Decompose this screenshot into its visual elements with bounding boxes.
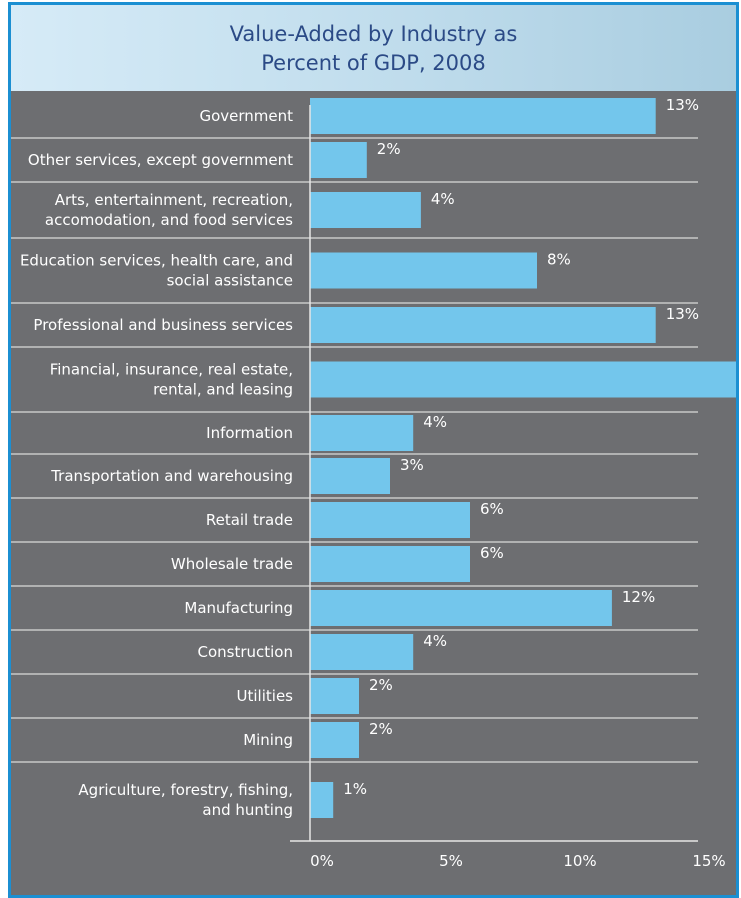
bar: [310, 307, 656, 343]
bar: [310, 458, 390, 494]
bar: [310, 590, 612, 626]
bar: [310, 546, 470, 582]
bar: [310, 98, 656, 134]
category-label: Government: [199, 107, 293, 125]
category-label: Education services, health care, and: [20, 252, 293, 270]
value-label: 4%: [423, 632, 447, 650]
category-label: Arts, entertainment, recreation,: [55, 191, 293, 209]
category-label: Mining: [243, 731, 293, 749]
bar: [310, 192, 421, 228]
value-label: 2%: [369, 676, 393, 694]
category-label: Other services, except government: [28, 151, 293, 169]
category-label: and hunting: [202, 801, 293, 819]
bar: [310, 361, 736, 398]
bar: [310, 252, 537, 289]
category-label: Financial, insurance, real estate,: [50, 361, 293, 379]
x-tick-label: 10%: [563, 852, 596, 870]
category-label: Utilities: [237, 687, 294, 705]
category-label: Agriculture, forestry, fishing,: [78, 781, 293, 799]
bar: [310, 502, 470, 538]
value-label: 8%: [547, 251, 571, 269]
bar: [310, 634, 414, 670]
value-label: 1%: [343, 780, 367, 798]
x-tick-label: 5%: [439, 852, 463, 870]
chart-frame: Value-Added by Industry as Percent of GD…: [8, 2, 739, 898]
category-label: social assistance: [167, 272, 293, 290]
value-label: 6%: [480, 500, 504, 518]
category-label: Wholesale trade: [171, 555, 293, 573]
category-label: Construction: [197, 643, 293, 661]
value-label: 12%: [622, 588, 655, 606]
chart-header: Value-Added by Industry as Percent of GD…: [11, 5, 736, 91]
bar-chart: 13% Government 2% Other services, except go…: [11, 96, 736, 870]
category-label: Retail trade: [206, 511, 293, 529]
value-label: 4%: [431, 190, 455, 208]
value-label: 2%: [369, 720, 393, 738]
value-label: 4%: [423, 413, 447, 431]
category-label: Manufacturing: [184, 599, 293, 617]
bar: [310, 678, 359, 714]
value-label: 6%: [480, 544, 504, 562]
chart-title: Value-Added by Industry as Percent of GD…: [229, 22, 518, 75]
value-label: 2%: [377, 140, 401, 158]
x-tick-label: 15%: [692, 852, 725, 870]
category-label: Transportation and warehousing: [50, 467, 293, 485]
category-label: rental, and leasing: [153, 381, 293, 399]
category-label: Professional and business services: [33, 316, 293, 334]
bar: [310, 722, 359, 758]
category-label: Information: [206, 424, 293, 442]
bar: [310, 142, 367, 178]
category-label: accomodation, and food services: [45, 211, 293, 229]
value-label: 3%: [400, 456, 424, 474]
bar: [310, 782, 334, 818]
value-label: 13%: [666, 96, 699, 114]
x-tick-label: 0%: [310, 852, 334, 870]
value-label: 13%: [666, 305, 699, 323]
bar: [310, 415, 414, 451]
